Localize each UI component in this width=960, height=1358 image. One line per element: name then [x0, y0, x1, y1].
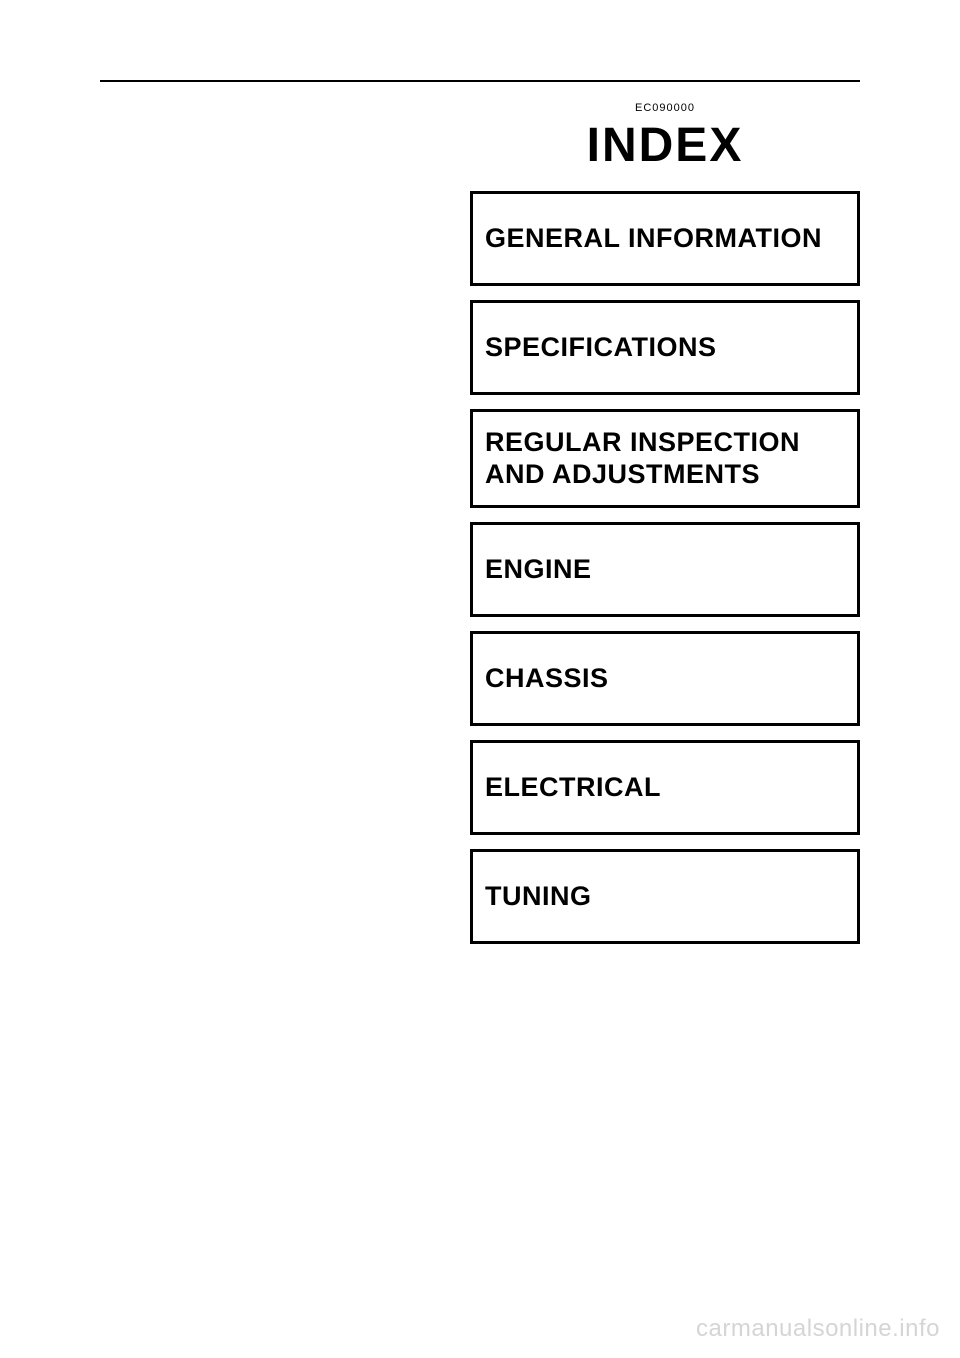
- section-label: TUNING: [485, 880, 592, 912]
- index-title: INDEX: [470, 118, 860, 173]
- section-label: REGULAR INSPECTION AND ADJUSTMENTS: [485, 426, 845, 491]
- page-container: EC090000 INDEX GENERAL INFORMATION SPECI…: [0, 0, 960, 1358]
- section-label: GENERAL INFORMATION: [485, 222, 822, 254]
- section-box-regular-inspection[interactable]: REGULAR INSPECTION AND ADJUSTMENTS: [470, 409, 860, 508]
- section-label: CHASSIS: [485, 662, 609, 694]
- document-code: EC090000: [470, 102, 860, 114]
- section-box-chassis[interactable]: CHASSIS: [470, 631, 860, 726]
- section-box-general-information[interactable]: GENERAL INFORMATION: [470, 191, 860, 286]
- index-column: EC090000 INDEX GENERAL INFORMATION SPECI…: [470, 102, 860, 944]
- section-label: ENGINE: [485, 553, 592, 585]
- top-divider: [100, 80, 860, 82]
- section-box-specifications[interactable]: SPECIFICATIONS: [470, 300, 860, 395]
- section-label: SPECIFICATIONS: [485, 331, 717, 363]
- section-box-engine[interactable]: ENGINE: [470, 522, 860, 617]
- section-box-electrical[interactable]: ELECTRICAL: [470, 740, 860, 835]
- section-box-tuning[interactable]: TUNING: [470, 849, 860, 944]
- section-label: ELECTRICAL: [485, 771, 661, 803]
- watermark: carmanualsonline.info: [696, 1315, 940, 1343]
